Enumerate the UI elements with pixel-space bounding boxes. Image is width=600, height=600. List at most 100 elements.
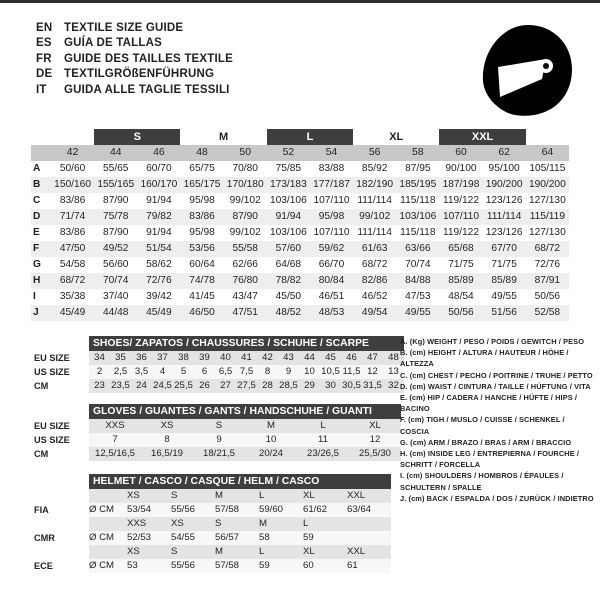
measurement-cell: 111/114: [482, 209, 526, 225]
size-band-s: S: [94, 129, 181, 145]
measurement-row-key: A: [33, 163, 41, 174]
shoes-cell: 2: [89, 365, 110, 379]
measurement-cell: 46/50: [180, 305, 224, 321]
helmet-size-label: S: [171, 489, 215, 503]
shoes-section: SHOES/ ZAPATOS / CHAUSSURES / SCHUHE / S…: [31, 336, 404, 393]
helmet-value-cell: 61/62: [303, 503, 347, 517]
shoes-cell: 25,5: [173, 379, 194, 393]
shoes-cell: 9: [278, 365, 299, 379]
helmet-value-cell: 59/60: [259, 503, 303, 517]
helmet-size-label: L: [259, 545, 303, 559]
measurement-cell: 47/53: [405, 291, 431, 302]
shoes-cell: 28: [257, 379, 278, 393]
helmet-size-row-spacer: [31, 517, 89, 531]
measurement-cell: 83/86: [180, 209, 224, 225]
measurement-cell: 70/74: [405, 259, 431, 270]
measurement-cell: 51/56: [482, 305, 526, 321]
measurement-cell: 55/65: [102, 163, 129, 174]
helmet-value-row: CMR Ø CM 52/53 54/55 56/57 58 59: [31, 531, 391, 545]
helmet-standard-name: CMR: [31, 531, 89, 545]
helmet-size-label: XS: [127, 489, 171, 503]
shoes-cell: 41: [236, 351, 257, 365]
helmet-size-label: M: [259, 517, 303, 531]
measurement-cell: 48/52: [266, 305, 310, 321]
measurement-cell: 78/82: [266, 273, 310, 289]
measurement-cell: 50/56: [439, 305, 483, 321]
legend-entry: A. (Kg) WEIGHT / PESO / POIDS / GEWITCH …: [400, 337, 585, 346]
measurement-cell: 51/54: [137, 241, 181, 257]
shoes-heading-row: SHOES/ ZAPATOS / CHAUSSURES / SCHUHE / S…: [31, 336, 404, 351]
legend-entry: B. (cm) HEIGHT / ALTURA / HAUTEUR / HÖHE…: [400, 348, 569, 369]
helmet-value-row: ECE Ø CM 53 55/56 57/58 59 60 61: [31, 559, 391, 573]
measurement-cell: 48/53: [309, 305, 354, 321]
measurement-cell: 76/80: [223, 273, 267, 289]
measurement-cell: 90/100: [445, 163, 477, 174]
title-row: FR GUIDE DES TAILLES TEXTILE: [36, 52, 233, 67]
helmet-size-label: XL: [303, 545, 347, 559]
measurement-cell: 123/126: [485, 227, 523, 238]
helmet-size-label: L: [259, 489, 303, 503]
measurement-cell: 85/92: [361, 163, 388, 174]
measurement-cell: 170/180: [223, 177, 267, 193]
gloves-row-label: US SIZE: [31, 433, 89, 447]
gloves-cell: L: [297, 419, 349, 433]
size-number-cell: 46: [137, 145, 181, 161]
measurement-cell: 165/175: [180, 177, 224, 193]
measurement-row-key: H: [31, 273, 51, 289]
shoes-cell: 6,5: [215, 365, 236, 379]
measurement-cell: 65/75: [189, 163, 215, 174]
measurement-cell: 87/95: [405, 163, 431, 174]
measurement-cell: 72/76: [137, 273, 181, 289]
measurement-cell: 83/86: [59, 195, 86, 206]
measurement-cell: 185/195: [396, 177, 440, 193]
shoes-cell: 36: [131, 351, 152, 365]
measurement-cell: 75/85: [275, 163, 302, 174]
measurement-cell: 39/42: [146, 291, 172, 302]
gloves-cell: 12: [349, 433, 401, 447]
helmet-standard-name: FIA: [31, 503, 89, 517]
measurement-cell: 49/55: [491, 291, 517, 302]
measurement-cell: 84/88: [396, 273, 440, 289]
measurement-cell: 71/75: [448, 259, 474, 270]
size-number-row-label: [31, 145, 51, 161]
size-number-cell: 54: [309, 145, 354, 161]
shoes-cell: 30,5: [341, 379, 362, 393]
legend-entry: G. (cm) ARM / BRAZO / BRAS / ARM / BRACC…: [400, 437, 572, 447]
measurement-cell: 68/72: [51, 273, 95, 289]
legend-entry: D. (cm) WAIST / CINTURA / TAILLE / HÜFTU…: [400, 381, 591, 391]
legend-entry: E. (cm) HIP / CADERA / HANCHE / HÜFTE / …: [400, 393, 578, 414]
measurement-cell: 44/48: [94, 305, 138, 321]
helmet-size-label: XXS: [127, 517, 171, 531]
helmet-size-label: S: [171, 545, 215, 559]
shoes-heading: SHOES/ ZAPATOS / CHAUSSURES / SCHUHE / S…: [89, 336, 404, 351]
helmet-standard-name: ECE: [31, 559, 89, 573]
measurement-cell: 115/119: [525, 209, 569, 225]
helmet-size-row: XS S M L XL XXL: [31, 545, 391, 559]
measurement-cell: 46/51: [318, 291, 345, 302]
shoes-cell: 40: [215, 351, 236, 365]
shoes-row: US SIZE 2 2,5 3,5 4 5 6 6,5 7,5 8 9 10 10,5 11,5 12 13: [31, 365, 404, 379]
measurement-row: A 50/60 55/65 60/70 65/75 70/80 75/85 83/88 85/9…: [31, 161, 569, 177]
measurement-cell: 190/200: [482, 177, 526, 193]
measurement-cell: 64/68: [275, 259, 302, 270]
shoes-cell: 24,5: [152, 379, 173, 393]
size-number-cell: 44: [94, 145, 138, 161]
size-number-cell: 50: [223, 145, 267, 161]
measurement-cell: 123/126: [485, 195, 523, 206]
helmet-value-cell: 63/64: [347, 503, 391, 517]
gloves-cell: S: [193, 419, 245, 433]
helmet-value-cell: [347, 531, 391, 545]
measurement-cell: 95/98: [189, 195, 215, 206]
measurement-cell: 50/60: [59, 163, 86, 174]
size-number-cell: 56: [353, 145, 397, 161]
measurement-row: I 35/38 37/40 39/42 41/45 43/47 45/50 46/51 46/5…: [31, 289, 569, 305]
gloves-cell: 20/24: [245, 447, 297, 461]
helmet-value-cell: 61: [347, 559, 391, 573]
measurement-cell: 83/86: [59, 227, 86, 238]
measurement-row-key: F: [31, 241, 51, 257]
measurement-cell: 53/56: [180, 241, 224, 257]
title-language-code: FR: [36, 52, 52, 65]
measurement-row-key: E: [33, 227, 40, 238]
measurement-cell: 85/89: [482, 273, 526, 289]
measurement-cell: 95/98: [189, 227, 215, 238]
